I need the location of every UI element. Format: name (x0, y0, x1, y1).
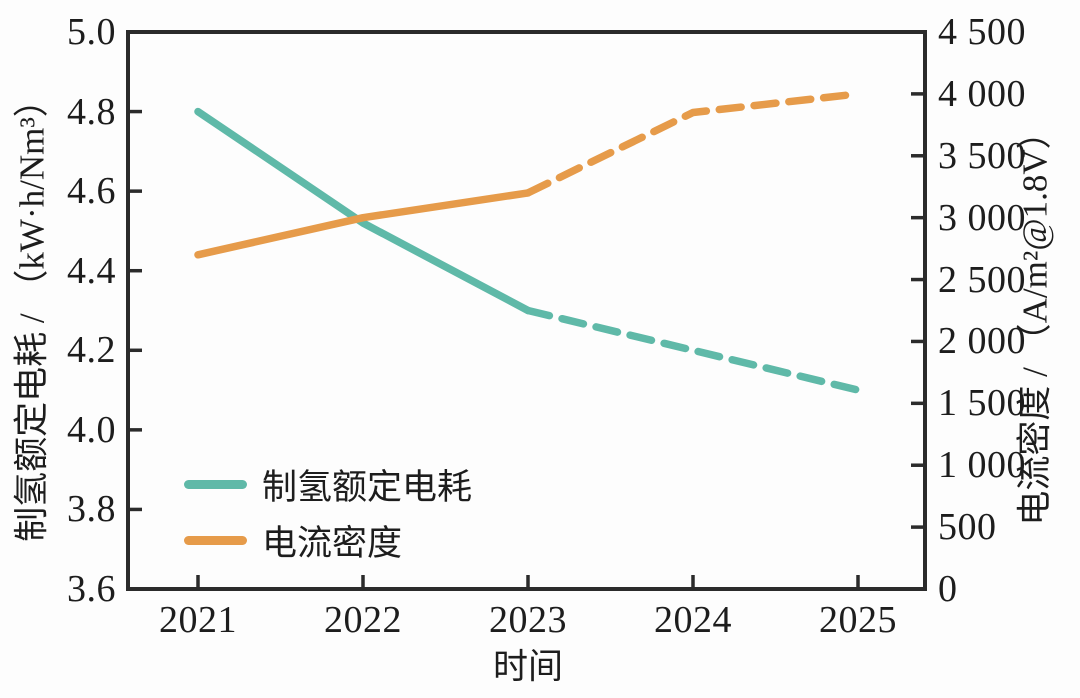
right-tick-label-0: 0 (938, 568, 958, 610)
right-tick-label-2000: 2 000 (938, 320, 1026, 363)
right-tick-label-3000: 3 000 (938, 196, 1026, 239)
left-tick-label-4.0: 4.0 (67, 408, 116, 451)
right-tick-label-4000: 4 000 (938, 72, 1026, 115)
right-tick-label-4500: 4 500 (938, 11, 1026, 53)
x-tick-label-2022: 2022 (324, 599, 402, 641)
legend-swatch-orange-line (184, 535, 247, 545)
legend-item-current-density: 电流密度 (184, 520, 472, 563)
right-tick-label-1000: 1 000 (938, 444, 1026, 487)
x-tick-label-2024: 2024 (654, 599, 732, 641)
left-tick-label-4.4: 4.4 (67, 249, 116, 292)
x-tick-label-2021: 2021 (159, 599, 237, 641)
right-tick-label-500: 500 (938, 506, 997, 549)
x-tick-label-2023: 2023 (489, 599, 567, 641)
right-tick-label-2500: 2 500 (938, 258, 1026, 301)
series-line-solid-1 (194, 189, 532, 259)
right-axis-title: 电流密度 / （A/m²@1.8V） (1015, 114, 1055, 526)
left-tick-label-3.8: 3.8 (67, 488, 116, 531)
series-line-dashed-1 (524, 90, 862, 197)
x-tick-label-2025: 2025 (819, 599, 897, 641)
left-tick-label-4.2: 4.2 (67, 329, 116, 372)
left-tick-label-3.6: 3.6 (67, 568, 116, 610)
right-tick-label-3500: 3 500 (938, 134, 1026, 177)
left-tick-label-4.8: 4.8 (67, 90, 116, 133)
legend-item-power-consumption: 制氢额定电耗 (184, 464, 472, 507)
left-tick-label-4.6: 4.6 (67, 170, 116, 213)
x-axis-title: 时间 (492, 647, 564, 687)
right-tick-label-1500: 1 500 (938, 382, 1026, 425)
legend-swatch-teal-line (184, 479, 247, 489)
left-axis-title: 制氢额定电耗 / （kW·h/Nm³） (12, 82, 52, 542)
legend: 制氢额定电耗 电流密度 (184, 464, 472, 563)
series-line-dashed-0 (524, 306, 862, 394)
series-line-solid-0 (194, 107, 532, 315)
legend-label-power-consumption: 制氢额定电耗 (262, 467, 473, 507)
legend-label-current-density: 电流密度 (262, 523, 403, 563)
left-tick-label-5.0: 5.0 (67, 11, 116, 53)
